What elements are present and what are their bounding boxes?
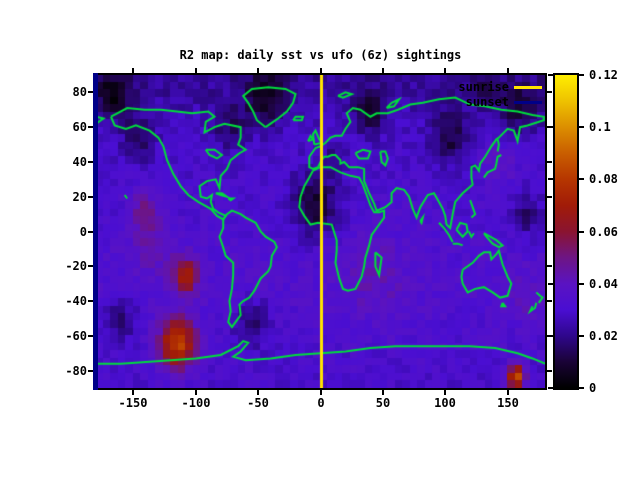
x-tick-label: 50: [375, 396, 391, 410]
x-tick-label: 100: [434, 396, 456, 410]
y-tick: [88, 300, 93, 302]
colorbar-tick: [548, 178, 553, 180]
colorbar-tick: [579, 283, 584, 285]
y-tick-label: -80: [65, 364, 87, 378]
y-tick: [88, 335, 93, 337]
legend-label-sunrise: sunrise: [458, 80, 509, 94]
legend-label-sunset: sunset: [465, 95, 509, 109]
y-tick-label: 60: [72, 120, 87, 134]
y-tick-label: 40: [72, 155, 87, 169]
colorbar-tick-label: 0.12: [589, 68, 618, 82]
colorbar-tick: [548, 283, 553, 285]
legend-row-sunrise: sunrise: [380, 81, 542, 94]
y-tick-mirror: [547, 265, 552, 267]
y-tick: [88, 370, 93, 372]
colorbar-tick: [579, 231, 584, 233]
y-tick-mirror: [547, 370, 552, 372]
x-tick: [507, 390, 509, 395]
x-tick-mirror: [195, 68, 197, 73]
x-tick: [257, 390, 259, 395]
legend-line-sunset: [514, 101, 542, 104]
y-tick-label: -40: [65, 294, 87, 308]
colorbar-tick-label: 0: [589, 381, 597, 395]
x-tick-mirror: [257, 68, 259, 73]
colorbar-tick: [579, 387, 584, 389]
x-tick-mirror: [507, 68, 509, 73]
x-tick-mirror: [382, 68, 384, 73]
y-tick: [88, 161, 93, 163]
y-tick: [88, 265, 93, 267]
x-tick: [444, 390, 446, 395]
legend-row-sunset: sunset: [380, 96, 542, 109]
colorbar-tick: [548, 387, 553, 389]
plot-area: [94, 73, 547, 390]
y-tick-mirror: [547, 196, 552, 198]
x-tick: [382, 390, 384, 395]
y-tick-label: 20: [72, 190, 87, 204]
y-tick: [88, 126, 93, 128]
colorbar-tick: [579, 126, 584, 128]
colorbar-tick-label: 0.02: [589, 329, 618, 343]
y-tick: [88, 91, 93, 93]
y-tick-mirror: [547, 91, 552, 93]
heatmap-canvas: [96, 75, 545, 388]
colorbar: [553, 73, 579, 390]
colorbar-tick-label: 0.08: [589, 172, 618, 186]
colorbar-tick: [579, 335, 584, 337]
colorbar-tick-label: 0.06: [589, 225, 618, 239]
x-tick-label: -50: [247, 396, 269, 410]
y-tick-label: -20: [65, 259, 87, 273]
x-tick-label: 0: [317, 396, 325, 410]
x-tick: [195, 390, 197, 395]
y-tick: [88, 196, 93, 198]
x-tick: [132, 390, 134, 395]
x-tick-label: 150: [497, 396, 519, 410]
y-tick-label: 0: [79, 225, 87, 239]
colorbar-tick: [548, 126, 553, 128]
colorbar-tick: [548, 231, 553, 233]
x-tick-mirror: [132, 68, 134, 73]
x-tick-label: -100: [181, 396, 211, 410]
y-tick-mirror: [547, 161, 552, 163]
sunset-meridian-line: [93, 73, 98, 390]
colorbar-tick-label: 0.04: [589, 277, 618, 291]
y-tick: [88, 231, 93, 233]
colorbar-tick-label: 0.1: [589, 120, 611, 134]
chart-title: R2 map: daily sst vs ufo (6z) sightings: [179, 48, 462, 62]
y-tick-mirror: [547, 300, 552, 302]
colorbar-tick: [579, 74, 584, 76]
x-tick-label: -150: [118, 396, 148, 410]
colorbar-tick: [548, 74, 553, 76]
colorbar-tick: [548, 335, 553, 337]
x-tick: [320, 390, 322, 395]
x-tick-mirror: [320, 68, 322, 73]
y-tick-label: 80: [72, 85, 87, 99]
legend-line-sunrise: [514, 86, 542, 89]
colorbar-tick: [579, 178, 584, 180]
y-tick-label: -60: [65, 329, 87, 343]
x-tick-mirror: [444, 68, 446, 73]
